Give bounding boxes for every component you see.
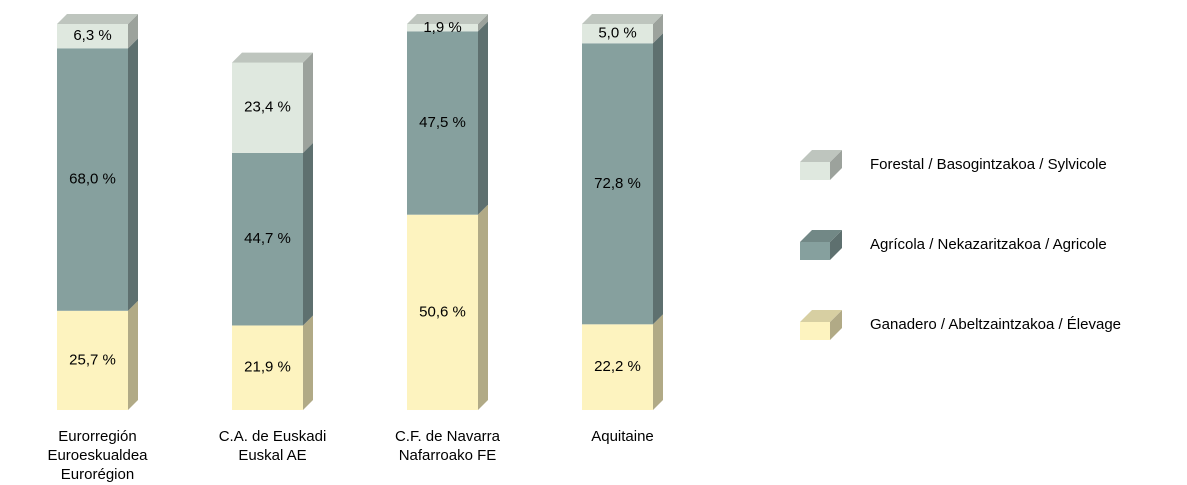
x-tick-label: Aquitaine (591, 428, 654, 445)
x-tick-label: C.A. de Euskadi (219, 428, 327, 445)
bar-side (303, 142, 313, 326)
bar (407, 214, 478, 410)
legend-swatch-top (800, 150, 842, 162)
value-label: 23,4 % (244, 99, 291, 116)
bar-side (128, 38, 138, 311)
bar-side (653, 33, 663, 325)
value-label: 25,7 % (69, 351, 116, 368)
bar-side (128, 300, 138, 410)
bar (57, 24, 128, 49)
legend-swatch-side (830, 150, 842, 180)
legend-swatch-top (800, 230, 842, 242)
legend-swatch-side (830, 230, 842, 260)
x-tick-label: Eurorégion (61, 466, 134, 483)
value-label: 22,2 % (594, 358, 641, 375)
bar-top (407, 14, 488, 24)
bar (232, 62, 303, 153)
legend-label: Agrícola / Nekazaritzakoa / Agricole (870, 236, 1107, 253)
bar (582, 43, 653, 325)
legend-swatch-top (800, 310, 842, 322)
legend-label: Forestal / Basogintzakoa / Sylvicole (870, 156, 1107, 173)
bar-side (128, 14, 138, 49)
bar (232, 325, 303, 410)
bar-side (478, 14, 488, 32)
legend-swatch (800, 162, 830, 180)
bar-top (232, 52, 313, 63)
value-label: 21,9 % (244, 359, 291, 376)
x-tick-label: Euroeskualdea (47, 447, 148, 464)
value-label: 5,0 % (598, 25, 636, 42)
bar-side (653, 314, 663, 410)
bar-side (478, 21, 488, 215)
value-label: 1,9 % (423, 19, 461, 36)
value-label: 50,6 % (419, 303, 466, 320)
x-tick-label: C.F. de Navarra (395, 428, 501, 445)
x-tick-label: Eurorregión (58, 428, 136, 445)
bar-side (653, 14, 663, 44)
value-label: 6,3 % (73, 27, 111, 44)
bar (407, 24, 478, 32)
legend-swatch (800, 242, 830, 260)
bar-top (582, 14, 663, 24)
legend-swatch-side (830, 310, 842, 340)
bar (232, 152, 303, 326)
bar-top (57, 14, 138, 24)
legend-swatch (800, 322, 830, 340)
bar-side (303, 52, 313, 153)
bar (407, 31, 478, 215)
x-tick-label: Nafarroako FE (399, 447, 497, 464)
bar (582, 324, 653, 410)
bar-side (478, 204, 488, 410)
value-label: 72,8 % (594, 175, 641, 192)
legend-label: Ganadero / Abeltzaintzakoa / Élevage (870, 316, 1121, 333)
value-label: 68,0 % (69, 171, 116, 188)
bar-side (303, 315, 313, 410)
value-label: 44,7 % (244, 230, 291, 247)
bar (57, 48, 128, 311)
x-tick-label: Euskal AE (238, 447, 306, 464)
value-label: 47,5 % (419, 114, 466, 131)
bar (582, 24, 653, 44)
bar (57, 310, 128, 410)
